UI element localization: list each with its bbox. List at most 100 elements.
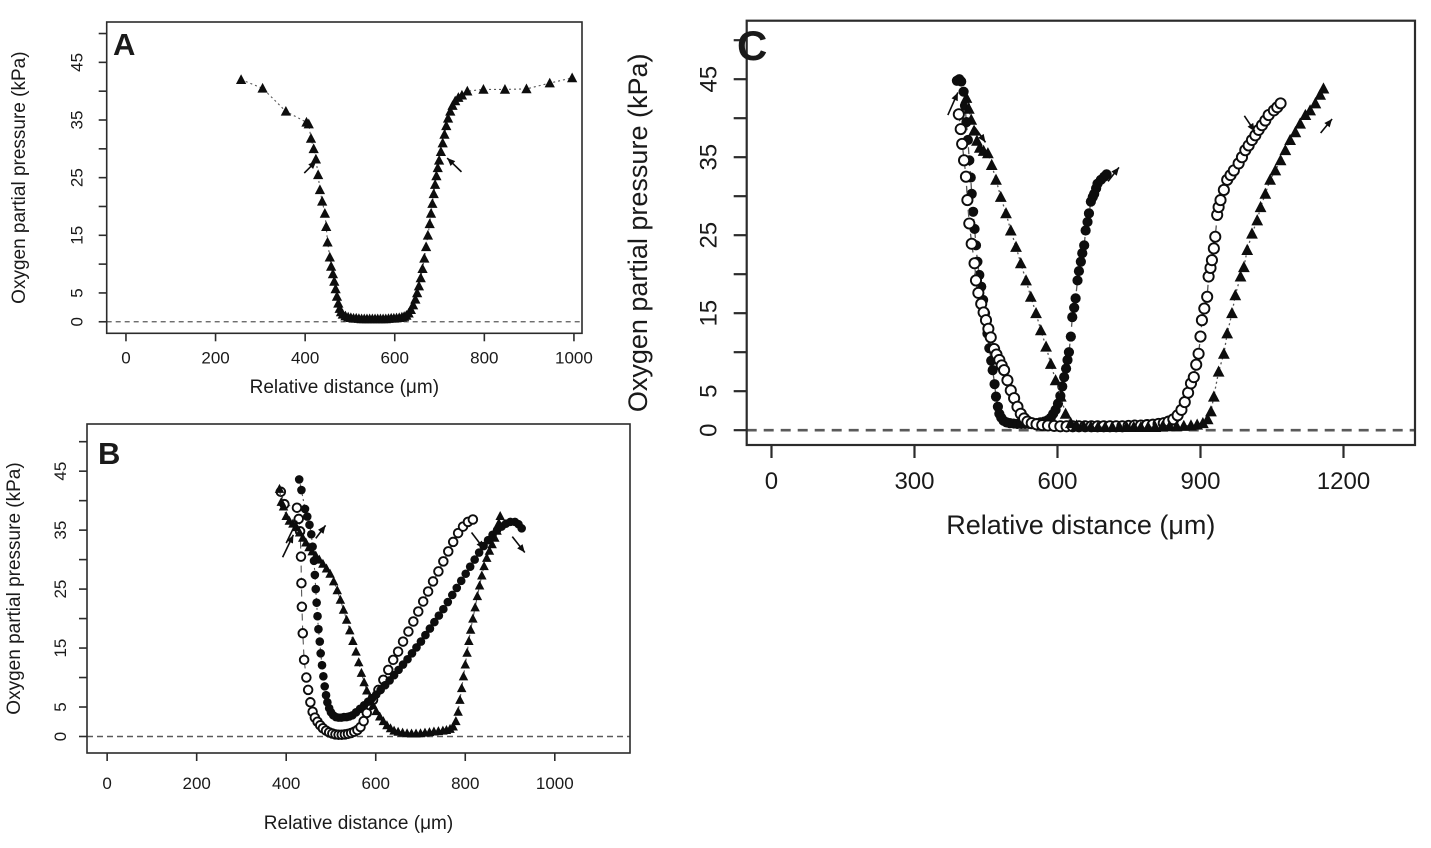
filled-circle-marker <box>956 76 967 87</box>
filled-circle-marker <box>1070 293 1081 304</box>
filled-triangle-marker <box>1234 270 1247 282</box>
filled-triangle-marker <box>341 614 352 624</box>
filled-triangle-marker <box>962 102 975 114</box>
open-circle-marker <box>1214 194 1227 207</box>
arrow-head-icon <box>308 160 317 169</box>
series-filled-triangle <box>960 82 1330 433</box>
filled-circle-marker <box>430 617 439 627</box>
filled-triangle-marker <box>330 283 341 294</box>
filled-triangle-marker <box>1237 260 1250 273</box>
arrow-head-icon <box>1111 167 1119 176</box>
filled-circle-marker <box>407 649 417 658</box>
filled-triangle-marker <box>429 179 441 189</box>
open-circle-marker <box>965 237 978 250</box>
filled-triangle-marker <box>455 694 465 704</box>
filled-triangle-marker <box>965 113 978 125</box>
filled-circle-marker <box>314 624 323 634</box>
filled-triangle-marker <box>328 576 339 586</box>
filled-circle-marker <box>461 569 471 579</box>
x-tick-label: 200 <box>201 348 229 367</box>
filled-triangle-marker <box>1212 365 1225 377</box>
filled-triangle-marker <box>319 207 330 218</box>
filled-triangle-marker <box>303 118 314 129</box>
filled-triangle-marker <box>487 539 497 549</box>
filled-triangle-marker <box>425 207 437 218</box>
series-filled-triangle <box>235 72 578 324</box>
arrow-head-icon <box>951 92 958 102</box>
filled-circle-marker <box>412 643 421 652</box>
filled-circle-marker <box>990 391 1002 402</box>
filled-triangle-marker <box>435 146 447 157</box>
open-circle-marker <box>433 566 444 577</box>
filled-triangle-marker <box>1034 324 1047 336</box>
x-tick-label: 900 <box>1180 468 1220 495</box>
panel-letter: A <box>113 27 135 62</box>
filled-triangle-marker <box>482 552 492 562</box>
filled-triangle-marker <box>442 112 454 123</box>
filled-circle-marker <box>315 637 325 646</box>
filled-circle-marker <box>447 590 457 600</box>
open-circle-marker <box>302 684 314 696</box>
filled-triangle-marker <box>1259 187 1272 199</box>
filled-triangle-marker <box>462 85 473 96</box>
open-circle-marker <box>1207 242 1220 255</box>
y-tick-label: 15 <box>51 639 70 658</box>
arrow-head-icon <box>476 540 485 549</box>
filled-triangle-marker <box>1014 257 1027 269</box>
filled-triangle-marker <box>1229 289 1242 301</box>
y-tick-label: 5 <box>68 288 87 297</box>
filled-triangle-marker <box>321 563 332 573</box>
open-circle-marker <box>387 654 399 666</box>
filled-triangle-marker <box>375 711 385 721</box>
filled-triangle-marker <box>278 501 289 511</box>
y-axis-title: Oxygen partial pressure (kPa) <box>4 462 25 714</box>
filled-circle-marker <box>465 562 475 571</box>
y-tick-label: 0 <box>68 317 87 326</box>
open-circle-marker <box>417 596 429 607</box>
filled-triangle-marker <box>235 74 247 84</box>
filled-triangle-marker <box>1304 104 1317 116</box>
filled-triangle-marker <box>484 545 495 555</box>
open-circle-marker <box>961 194 974 207</box>
filled-triangle-marker <box>362 685 372 695</box>
y-tick-label: 25 <box>51 580 70 599</box>
filled-triangle-marker <box>1004 224 1017 236</box>
arrow-head-icon <box>447 158 456 167</box>
filled-triangle-marker <box>424 218 435 229</box>
filled-triangle-marker <box>453 706 463 716</box>
filled-triangle-marker <box>460 659 471 669</box>
arrow-head-icon <box>1247 122 1255 132</box>
filled-circle-marker <box>305 520 314 530</box>
filled-circle-marker <box>1101 169 1112 180</box>
filled-triangle-marker <box>462 647 472 657</box>
filled-triangle-marker <box>412 287 423 298</box>
filled-circle-marker <box>474 548 484 557</box>
filled-triangle-marker <box>335 594 346 604</box>
series-open-circle <box>952 97 1287 433</box>
series-filled-circle <box>294 475 526 722</box>
filled-triangle-marker <box>325 568 335 578</box>
filled-circle-marker <box>421 630 430 640</box>
filled-triangle-marker <box>1226 306 1238 319</box>
filled-circle-marker <box>1062 354 1073 366</box>
filled-triangle-marker <box>439 129 450 139</box>
annotation-arrow <box>1319 118 1333 134</box>
filled-triangle-marker <box>495 510 505 520</box>
annotation-arrow <box>470 532 485 550</box>
filled-triangle-marker <box>994 190 1007 202</box>
y-tick-label: 15 <box>696 300 723 327</box>
filled-circle-marker <box>313 611 322 621</box>
filled-circle-marker <box>316 649 325 658</box>
annotation-arrow <box>511 536 526 554</box>
arrow-head-icon <box>286 534 294 544</box>
filled-triangle-marker <box>305 133 317 143</box>
x-tick-label: 600 <box>381 348 409 367</box>
filled-triangle-marker <box>1274 154 1287 166</box>
filled-triangle-marker <box>345 625 355 635</box>
open-circle-marker <box>298 654 310 666</box>
filled-triangle-marker <box>321 221 332 231</box>
filled-circle-marker <box>1075 256 1086 267</box>
annotation-arrow <box>285 520 298 544</box>
series-connector-line <box>298 479 523 719</box>
filled-triangle-marker <box>310 153 322 164</box>
